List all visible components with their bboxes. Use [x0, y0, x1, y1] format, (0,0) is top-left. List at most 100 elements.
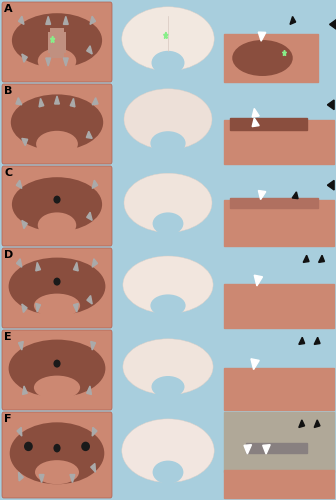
Polygon shape [327, 100, 334, 110]
Bar [229, 118, 306, 130]
FancyBboxPatch shape [2, 330, 112, 410]
Polygon shape [92, 180, 98, 188]
Polygon shape [46, 16, 51, 24]
Bar [224, 120, 334, 164]
Ellipse shape [81, 442, 90, 451]
Bar [224, 2, 334, 82]
Ellipse shape [38, 48, 76, 74]
Ellipse shape [123, 339, 213, 395]
FancyBboxPatch shape [2, 248, 112, 328]
Ellipse shape [124, 89, 212, 150]
Ellipse shape [34, 376, 80, 400]
Text: B: B [4, 86, 12, 96]
Polygon shape [74, 262, 78, 271]
Polygon shape [86, 132, 92, 138]
Ellipse shape [124, 173, 212, 233]
Polygon shape [327, 180, 334, 190]
Polygon shape [303, 256, 309, 262]
Polygon shape [36, 304, 41, 312]
Polygon shape [90, 16, 95, 24]
Polygon shape [92, 259, 97, 267]
Bar [224, 200, 334, 246]
Polygon shape [50, 36, 55, 43]
Bar [50, 28, 64, 58]
Bar [246, 443, 306, 454]
Bar [2, 166, 112, 246]
Ellipse shape [151, 131, 185, 155]
Polygon shape [54, 96, 59, 104]
Polygon shape [258, 32, 266, 41]
Text: E: E [4, 332, 12, 342]
Ellipse shape [53, 278, 60, 285]
Polygon shape [18, 342, 23, 350]
Polygon shape [87, 46, 92, 54]
Bar [113, 2, 223, 82]
Ellipse shape [152, 376, 184, 398]
Polygon shape [22, 138, 28, 145]
Bar [224, 84, 334, 164]
Ellipse shape [153, 212, 183, 235]
Ellipse shape [53, 444, 60, 452]
Polygon shape [39, 474, 44, 482]
Polygon shape [16, 180, 22, 188]
Polygon shape [36, 262, 41, 271]
Polygon shape [64, 16, 68, 24]
Ellipse shape [232, 40, 293, 76]
Bar [224, 368, 334, 410]
Polygon shape [314, 420, 320, 428]
Ellipse shape [10, 422, 104, 484]
Bar [48, 32, 66, 53]
Bar [113, 412, 223, 498]
Polygon shape [244, 444, 252, 454]
Polygon shape [22, 220, 27, 228]
Polygon shape [87, 212, 92, 220]
Text: A: A [4, 4, 13, 14]
Bar [2, 412, 112, 498]
Polygon shape [330, 20, 336, 29]
Ellipse shape [9, 340, 106, 397]
Bar [224, 166, 334, 246]
Polygon shape [70, 98, 75, 107]
Ellipse shape [24, 442, 33, 451]
Polygon shape [91, 342, 95, 350]
FancyBboxPatch shape [2, 2, 112, 82]
Bar [224, 412, 334, 472]
Ellipse shape [12, 13, 102, 68]
FancyBboxPatch shape [2, 84, 112, 164]
Polygon shape [252, 108, 259, 117]
Ellipse shape [34, 294, 80, 318]
Polygon shape [314, 338, 320, 344]
Polygon shape [18, 16, 24, 24]
Ellipse shape [53, 360, 60, 368]
Polygon shape [23, 386, 27, 394]
Bar [113, 330, 223, 410]
Polygon shape [283, 50, 286, 56]
Polygon shape [17, 428, 22, 436]
Polygon shape [254, 275, 262, 286]
Polygon shape [263, 444, 270, 454]
Ellipse shape [36, 131, 78, 157]
Bar [2, 2, 112, 82]
FancyBboxPatch shape [2, 412, 112, 498]
Polygon shape [290, 16, 296, 24]
Polygon shape [299, 420, 305, 428]
Ellipse shape [12, 177, 102, 232]
Bar [224, 34, 318, 82]
Polygon shape [39, 98, 44, 107]
Polygon shape [22, 54, 27, 62]
Polygon shape [252, 118, 259, 126]
Bar [113, 166, 223, 246]
Ellipse shape [122, 419, 214, 482]
Polygon shape [92, 428, 97, 436]
Ellipse shape [9, 258, 106, 315]
Polygon shape [22, 304, 27, 312]
Polygon shape [299, 338, 305, 344]
Polygon shape [91, 464, 95, 472]
Ellipse shape [53, 196, 60, 203]
Bar [2, 248, 112, 328]
Bar [113, 84, 223, 164]
Ellipse shape [153, 460, 183, 484]
Bar [224, 412, 334, 498]
FancyBboxPatch shape [2, 166, 112, 246]
Bar [224, 284, 334, 328]
